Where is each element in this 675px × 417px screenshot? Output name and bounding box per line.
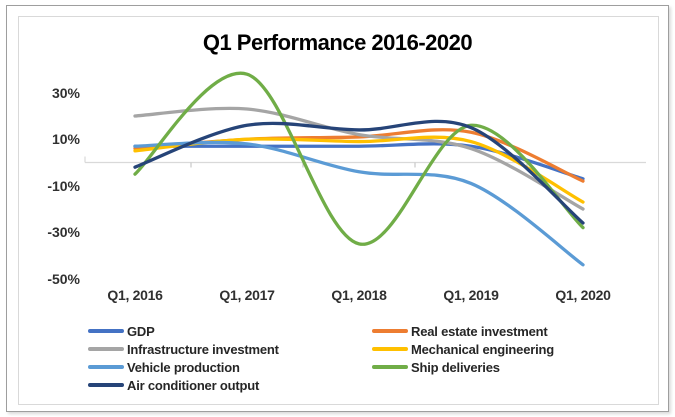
y-tick-label: 30% xyxy=(51,85,80,101)
legend-item-gdp: GDP xyxy=(88,322,155,340)
legend-swatch-gdp xyxy=(88,328,124,334)
legend-swatch-air-conditioner-output xyxy=(88,382,124,388)
y-tick-label: -10% xyxy=(47,178,80,194)
legend-item-infrastructure-investment: Infrastructure investment xyxy=(88,340,279,358)
y-tick-label: -30% xyxy=(47,224,80,240)
y-tick-label: 10% xyxy=(51,131,80,147)
x-tick-label: Q1, 2020 xyxy=(555,287,611,303)
legend-label: Infrastructure investment xyxy=(127,341,279,357)
legend-item-vehicle-production: Vehicle production xyxy=(88,358,240,376)
series-line-infrastructure-investment xyxy=(133,106,585,211)
series-line-gdp xyxy=(133,142,585,181)
series-line-ship-deliveries xyxy=(133,71,585,246)
legend-item-real-estate-investment: Real estate investment xyxy=(372,322,548,340)
x-tick-label: Q1, 2019 xyxy=(443,287,499,303)
legend-swatch-ship-deliveries xyxy=(372,364,408,370)
series-line-vehicle-production xyxy=(133,140,585,267)
legend-swatch-mechanical-engineering xyxy=(372,346,408,352)
y-tick-label: -50% xyxy=(47,271,80,287)
series-line-air-conditioner-output xyxy=(133,119,585,225)
chart-title: Q1 Performance 2016-2020 xyxy=(202,30,473,55)
legend-item-air-conditioner-output: Air conditioner output xyxy=(88,376,259,394)
legend-item-mechanical-engineering: Mechanical engineering xyxy=(372,340,554,358)
legend-label: Vehicle production xyxy=(127,359,240,375)
legend-item-ship-deliveries: Ship deliveries xyxy=(372,358,500,376)
legend-swatch-infrastructure-investment xyxy=(88,346,124,352)
legend-label: GDP xyxy=(127,323,155,339)
x-tick-label: Q1, 2018 xyxy=(331,287,387,303)
chart-object[interactable] xyxy=(18,16,659,405)
legend-label: Real estate investment xyxy=(411,323,548,339)
legend-swatch-vehicle-production xyxy=(88,364,124,370)
legend-label: Ship deliveries xyxy=(411,359,500,375)
x-tick-label: Q1, 2017 xyxy=(219,287,275,303)
legend-label: Mechanical engineering xyxy=(411,341,554,357)
legend-swatch-real-estate-investment xyxy=(372,328,408,334)
legend-label: Air conditioner output xyxy=(127,377,260,393)
x-tick-label: Q1, 2016 xyxy=(107,287,163,303)
